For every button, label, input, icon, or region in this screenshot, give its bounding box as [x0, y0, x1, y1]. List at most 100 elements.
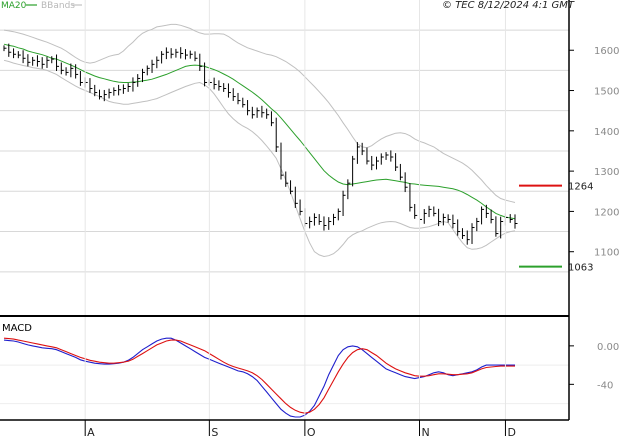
price-bar: [141, 68, 145, 83]
y-axis-ticks: 1100 1200 1300 1400 1500 1600 0.00 -40: [569, 46, 619, 391]
price-bar: [89, 78, 93, 93]
price-bar: [476, 217, 480, 232]
price-y-tick-label: 1500: [594, 87, 619, 98]
price-bar: [194, 51, 198, 62]
macd-y-tick-label: 0.00: [597, 342, 619, 353]
price-bar: [452, 214, 456, 229]
price-bar: [399, 163, 403, 181]
price-bar: [313, 213, 317, 226]
price-bar: [56, 54, 60, 71]
price-levels: 1264 1063: [519, 182, 593, 274]
price-grid: [0, 29, 569, 273]
price-bar: [17, 51, 21, 59]
price-bar: [356, 142, 360, 164]
price-bar: [371, 155, 375, 171]
price-y-tick-label: 1100: [594, 248, 619, 259]
price-bar: [256, 107, 260, 118]
price-bar: [27, 54, 31, 67]
price-bar: [51, 56, 55, 64]
price-bar: [41, 57, 45, 69]
price-bar: [8, 43, 12, 57]
price-bar: [251, 106, 255, 119]
month-label: S: [211, 426, 218, 439]
price-bar: [151, 59, 155, 73]
price-bar: [380, 153, 384, 165]
price-bar: [490, 209, 494, 224]
price-bar: [213, 77, 217, 90]
price-bar: [275, 117, 279, 153]
price-bar: [342, 190, 346, 217]
price-bar: [204, 62, 208, 87]
price-bar: [285, 171, 289, 187]
price-bar: [447, 214, 451, 223]
price-y-tick-label: 1300: [594, 167, 619, 178]
month-label: D: [507, 426, 515, 439]
price-bar: [223, 83, 227, 92]
price-bar: [180, 47, 184, 59]
price-bar: [509, 214, 513, 223]
price-bar: [500, 216, 504, 239]
price-bar: [13, 48, 17, 59]
price-bar: [60, 62, 64, 75]
price-bar: [165, 47, 169, 60]
upper-band-line: [3, 23, 516, 203]
price-y-tick-label: 1600: [594, 46, 619, 57]
price-bar: [232, 88, 236, 101]
ma20-line: [3, 43, 516, 220]
price-bar: [79, 71, 83, 86]
price-bar: [361, 142, 365, 156]
ma20-path: [3, 43, 516, 220]
price-bar: [127, 83, 131, 92]
price-bar: [290, 180, 294, 195]
price-bar: [65, 67, 69, 76]
price-bar: [189, 50, 193, 59]
price-bar: [442, 213, 446, 226]
price-bar: [103, 89, 107, 102]
price-bar: [132, 77, 136, 92]
price-bar: [280, 142, 284, 180]
price-bar: [113, 87, 117, 96]
price-bar: [337, 208, 341, 221]
macd-title: MACD: [2, 323, 32, 334]
price-bar: [22, 50, 26, 64]
price-bar: [414, 203, 418, 219]
month-label: N: [421, 426, 429, 439]
price-bar: [423, 209, 427, 224]
price-bar: [146, 65, 150, 76]
bollinger-bands: [3, 23, 516, 258]
price-bar: [175, 48, 179, 58]
price-bar: [94, 84, 98, 97]
month-label: A: [87, 426, 95, 439]
macd-grid: [0, 364, 569, 405]
price-y-tick-label: 1200: [594, 207, 619, 218]
price-bar: [385, 152, 389, 160]
price-bar: [32, 56, 36, 66]
price-bar: [409, 183, 413, 212]
price-bar: [3, 45, 7, 52]
price-bar: [376, 156, 380, 170]
macd-line: [3, 337, 515, 418]
price-bar: [184, 49, 188, 60]
price-bar: [161, 51, 165, 64]
price-bar: [395, 153, 399, 171]
price-bar: [309, 216, 313, 229]
month-label: O: [307, 426, 316, 439]
price-bar: [227, 83, 231, 98]
macd-y-tick-label: -40: [597, 380, 613, 391]
support-level-label: 1063: [568, 263, 593, 274]
price-bar: [366, 147, 370, 165]
price-bar: [481, 206, 485, 225]
price-bar: [170, 48, 174, 59]
price-bar: [352, 155, 356, 187]
legend: MA20 BBands: [1, 1, 82, 11]
price-bar: [247, 100, 251, 116]
price-bar: [156, 56, 160, 69]
legend-bb-label: BBands: [41, 1, 75, 11]
price-bar: [270, 111, 274, 127]
price-bar: [328, 217, 332, 230]
credit-text: © TEC 8/12/2024 4:1 GMT: [442, 0, 575, 11]
price-bar: [36, 55, 40, 67]
